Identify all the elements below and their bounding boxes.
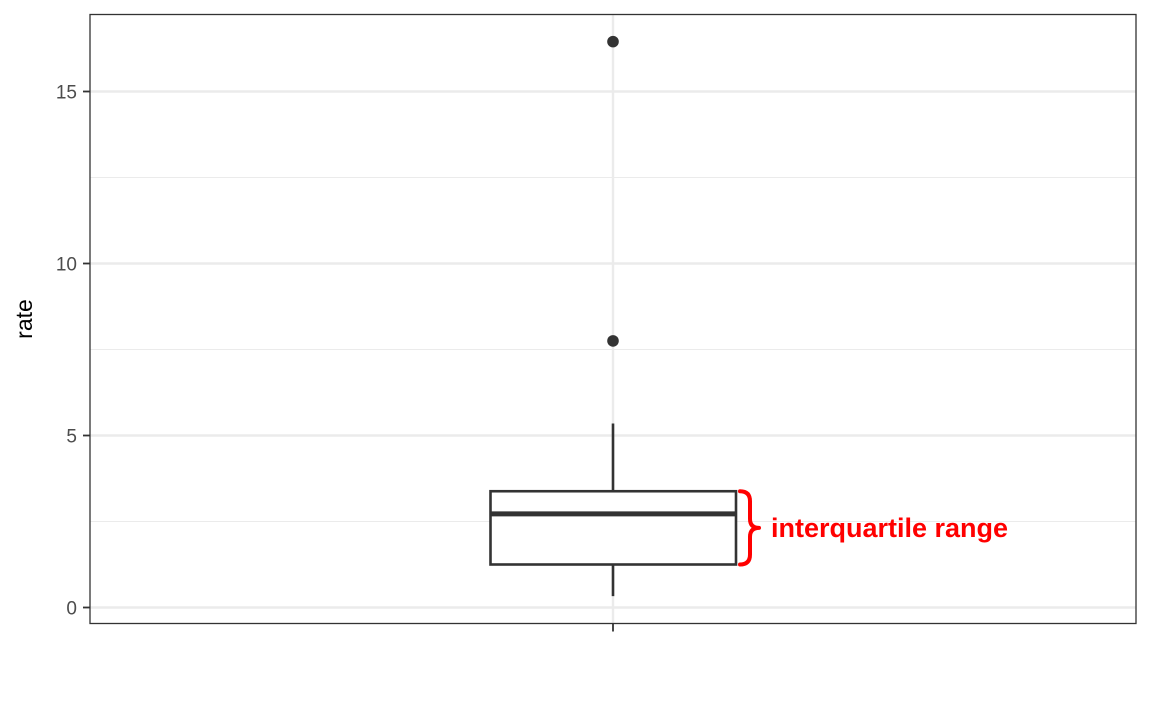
- box-layer: [489, 35, 738, 597]
- y-tick-label: 15: [56, 83, 77, 104]
- outlier-point: [607, 35, 619, 48]
- y-tick-label: 0: [66, 599, 77, 620]
- annotation-brace: [738, 489, 761, 567]
- annotation-layer: interquartile range: [738, 489, 1008, 567]
- annotation-label: interquartile range: [771, 513, 1008, 543]
- y-tick-label: 5: [66, 427, 77, 448]
- y-axis-title: rate: [11, 299, 37, 339]
- outlier-point: [607, 335, 619, 347]
- iqr-box: [489, 489, 738, 566]
- axis-layer: 0 5 10 15: [56, 83, 614, 632]
- y-tick-label: 10: [56, 255, 77, 276]
